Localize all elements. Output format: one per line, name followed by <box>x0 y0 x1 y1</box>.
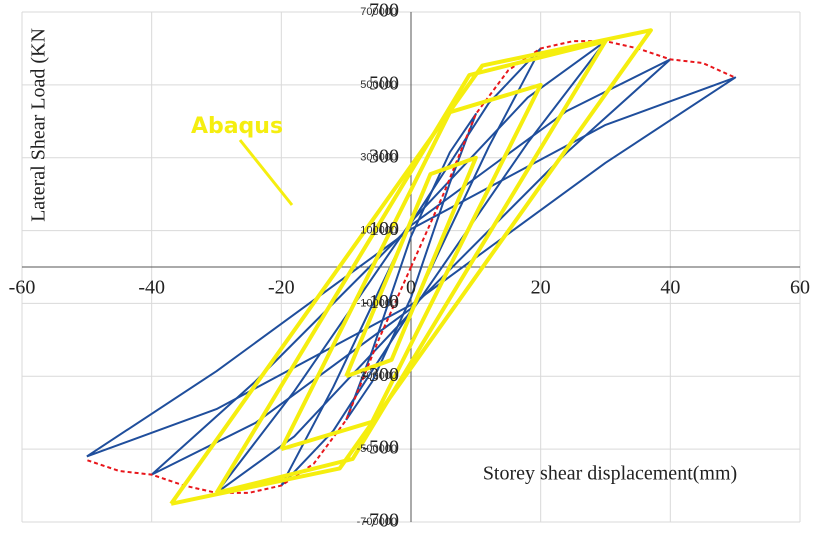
y-tick-label: -100 <box>362 291 399 313</box>
y-tick-label: -700 <box>362 510 399 532</box>
y-tick-label: 300 <box>369 145 399 167</box>
x-tick-label: -20 <box>268 277 295 299</box>
series-line <box>345 113 477 421</box>
y-tick-label: -300 <box>362 364 399 386</box>
series-line <box>169 28 653 506</box>
labels: -60 -40 -20 0 20 40 60 -700 -500 -300 -100 100 300 50… <box>9 0 810 532</box>
x-tick-label: 60 <box>790 277 810 299</box>
series-line <box>86 76 737 458</box>
y2-tick-label: -500000 <box>357 443 397 455</box>
y-tick-label: 700 <box>369 0 399 22</box>
y2-tick-label: 300000 <box>360 152 397 164</box>
x-tick-label: 0 <box>406 277 416 299</box>
x-axis-title: Storey shear displacement(mm) <box>483 463 737 485</box>
y2-tick-label: 100000 <box>360 224 397 236</box>
x-tick-label: 20 <box>531 277 551 299</box>
y2-tick-label: -100000 <box>357 297 397 309</box>
y2-tick-label: -300000 <box>357 370 397 382</box>
x-tick-label: -40 <box>138 277 165 299</box>
series-line <box>344 155 478 379</box>
y2-tick-label: -700000 <box>357 516 397 528</box>
plot-area <box>86 28 737 506</box>
series-line <box>279 82 543 452</box>
y-axis-title: Lateral Shear Load (KN <box>28 28 50 222</box>
y-tick-label: -500 <box>362 437 399 459</box>
y2-tick-label: 500000 <box>360 79 397 91</box>
x-tick-label: 40 <box>660 277 680 299</box>
x-tick-label: -60 <box>9 277 36 299</box>
y-tick-label: 500 <box>369 72 399 94</box>
y2-tick-label: 700000 <box>360 6 397 18</box>
y-tick-label: 100 <box>369 218 399 240</box>
annotation-arrow <box>238 139 294 206</box>
annotation: Abaqus <box>191 114 283 139</box>
